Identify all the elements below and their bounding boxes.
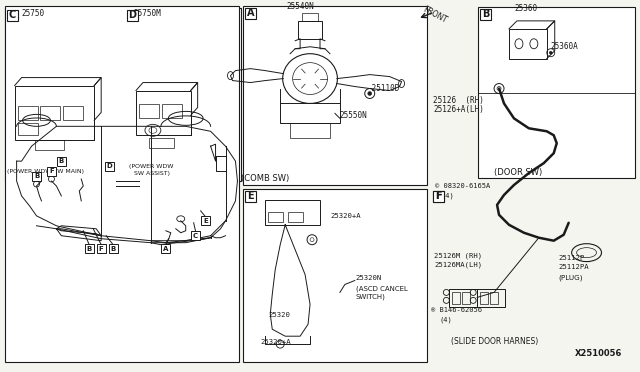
Text: (4): (4) [442,193,454,199]
Bar [290,124,330,138]
Text: D: D [129,10,136,20]
Text: E: E [248,192,254,202]
Text: (4): (4) [440,316,452,323]
Bar [462,292,470,304]
Text: (DOOR SW): (DOOR SW) [494,168,542,177]
Bar [35,140,65,150]
Text: 25360A: 25360A [551,42,579,51]
Bar [105,161,114,171]
Bar [480,9,491,20]
Text: 25320N: 25320N [356,276,382,282]
Bar [433,191,444,202]
Bar [18,124,38,135]
Bar [243,6,428,185]
Bar [162,105,182,118]
Bar [139,105,159,118]
Bar [449,289,477,307]
Text: -25110D: -25110D [368,83,400,93]
Text: 25750M: 25750M [133,9,161,18]
Bar [480,292,488,304]
Text: 25320: 25320 [268,312,290,318]
Bar [298,21,322,39]
Text: ® B146-62056: ® B146-62056 [431,307,483,313]
Bar [509,29,547,59]
Text: 25320+A: 25320+A [330,213,360,219]
Text: D: D [106,163,112,169]
Text: 25360: 25360 [514,4,537,13]
Text: B: B [86,246,92,252]
Bar [452,292,460,304]
Bar [433,191,444,202]
Text: 25126+A(LH): 25126+A(LH) [433,105,484,115]
Bar [47,167,56,176]
Bar [6,10,18,21]
Text: 25540N: 25540N [286,2,314,11]
Bar [15,86,94,140]
Text: F: F [436,192,442,202]
Bar [268,212,283,222]
Bar [266,200,320,225]
Bar [201,217,210,225]
Bar [127,10,138,21]
Text: (POWER WDW SW MAIN): (POWER WDW SW MAIN) [6,169,84,174]
Text: 25112PA: 25112PA [559,263,589,270]
Bar [4,8,121,181]
Bar [136,90,191,135]
Text: SW ASSIST): SW ASSIST) [134,171,170,176]
Bar [243,189,428,362]
Bar [149,138,174,148]
Text: B: B [111,246,116,252]
Text: B: B [482,9,490,19]
Bar [32,171,41,180]
Text: (PLUG): (PLUG) [559,275,583,281]
Text: X2510056: X2510056 [575,349,622,358]
Bar [57,157,66,166]
Bar [280,103,340,124]
Text: F: F [99,246,104,252]
Text: B: B [59,158,64,164]
Bar [288,212,303,222]
Text: F: F [436,192,442,202]
Bar [97,244,106,253]
Text: F: F [49,168,54,174]
Bar [245,8,257,19]
Text: A: A [247,9,255,19]
Text: (ASCD CANCEL: (ASCD CANCEL [356,285,408,292]
Text: C: C [193,233,198,239]
Text: 25750: 25750 [22,9,45,18]
Text: SWITCH): SWITCH) [356,294,386,300]
Circle shape [549,51,552,54]
Text: E: E [204,218,208,224]
Text: A: A [163,246,168,252]
Bar [40,106,60,121]
Text: 25320+A: 25320+A [260,339,291,345]
Text: (POWER WDW: (POWER WDW [129,164,173,169]
Bar [477,289,505,307]
Text: (COMB SW): (COMB SW) [241,174,289,183]
Text: 25126M (RH): 25126M (RH) [435,253,483,259]
Text: 25126  (RH): 25126 (RH) [433,96,484,105]
Bar [302,13,318,21]
Bar [4,6,239,362]
Bar [191,231,200,240]
Bar [161,244,170,253]
Bar [109,244,118,253]
Text: 25112P: 25112P [559,254,585,261]
Bar [245,191,257,202]
Text: C: C [8,10,16,20]
Text: (SLIDE DOOR HARNES): (SLIDE DOOR HARNES) [451,337,538,346]
Text: © 08320-6165A: © 08320-6165A [435,183,491,189]
Bar [125,8,241,181]
Bar [63,106,83,121]
Bar [478,7,636,178]
Text: 25126MA(LH): 25126MA(LH) [435,262,483,268]
Circle shape [368,92,372,96]
Bar [18,106,38,121]
Text: 25550N: 25550N [340,111,367,121]
Text: FRONT: FRONT [422,5,449,25]
Bar [84,244,93,253]
Bar [490,292,498,304]
Text: B: B [34,173,39,179]
